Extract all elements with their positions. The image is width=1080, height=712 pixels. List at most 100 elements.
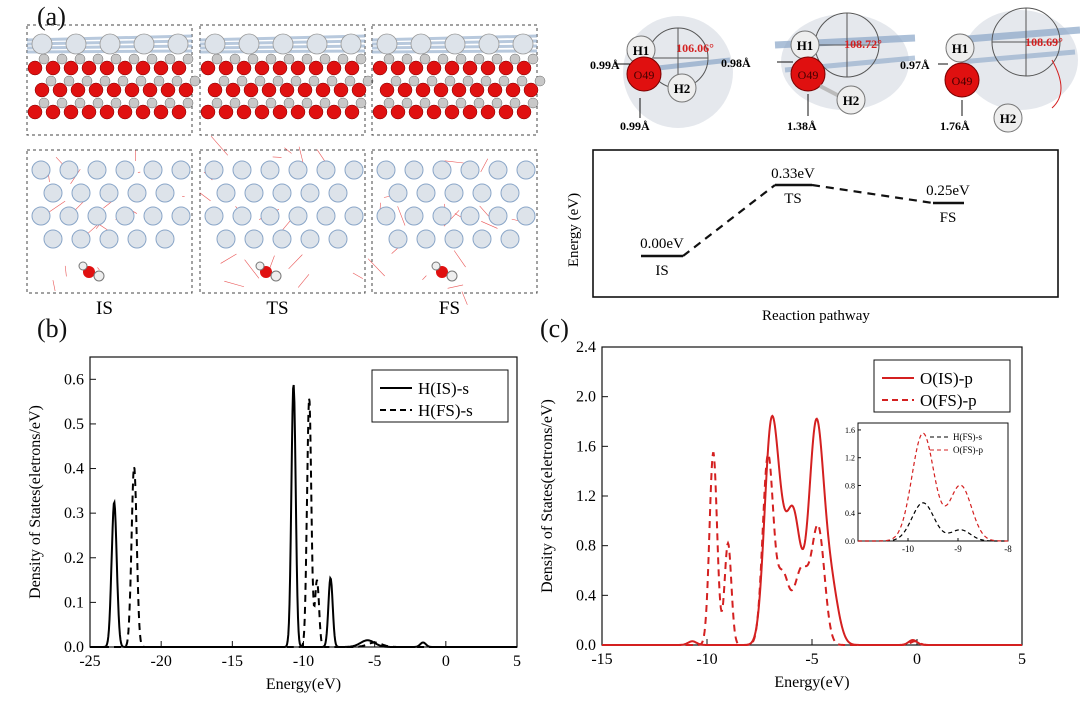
y-tick-label: 0.2 xyxy=(64,550,84,567)
water-hydrogen xyxy=(446,270,458,282)
oxygen-atom xyxy=(218,104,234,120)
structure-is: IS xyxy=(26,24,201,319)
cation-atom xyxy=(455,53,467,65)
oxygen-atom xyxy=(81,104,97,120)
oxygen-atom xyxy=(408,104,424,120)
x-axis-label: Energy(eV) xyxy=(266,676,341,693)
surface-atom xyxy=(300,229,320,249)
inset-series-line-2 xyxy=(858,432,1008,542)
surface-atom xyxy=(133,33,155,55)
oxygen-atom xyxy=(45,104,61,120)
inset-y-tick-label: 0.8 xyxy=(845,481,855,490)
cation-atom xyxy=(509,97,521,109)
energy-profile: Energy (eV) Reaction pathway 0.00eV IS 0… xyxy=(566,149,1059,324)
legend-label: O(IS)-p xyxy=(920,369,973,388)
lattice-bond xyxy=(137,171,141,173)
y-tick-label: 0.5 xyxy=(64,416,84,433)
cation-atom xyxy=(211,53,223,65)
oxygen-atom xyxy=(523,82,539,98)
cation-atom xyxy=(283,97,295,109)
panel-label-a: (a) xyxy=(37,2,66,31)
surface-atom xyxy=(272,183,292,203)
surface-atom xyxy=(472,229,492,249)
cation-atom xyxy=(301,53,313,65)
oxygen-atom xyxy=(27,104,43,120)
surface-atom xyxy=(115,160,135,180)
surface-atom xyxy=(31,160,51,180)
oxygen-atom xyxy=(426,60,442,76)
cation-atom xyxy=(362,75,374,87)
h2-atom xyxy=(993,103,1023,133)
oxygen-atom xyxy=(261,82,277,98)
side-view-frame xyxy=(26,24,193,136)
structure-label-is: IS xyxy=(96,298,113,319)
lattice-bond xyxy=(298,146,304,163)
h1-atom xyxy=(945,33,975,63)
cation-atom xyxy=(419,53,431,65)
h2-distance: 1.38Å xyxy=(787,119,817,133)
cation-atom xyxy=(229,97,241,109)
oxygen-atom xyxy=(272,60,288,76)
oxygen-atom xyxy=(372,60,388,76)
geometry-fs: H1 O49 H2 108.69° 0.97Å 1.76Å xyxy=(900,7,1080,133)
surface-atom xyxy=(460,160,480,180)
x-tick-label: -5 xyxy=(805,651,818,668)
cation-atom xyxy=(117,75,129,87)
oxygen-atom xyxy=(498,104,514,120)
lattice-bond xyxy=(224,280,245,288)
cation-atom xyxy=(146,97,158,109)
series-line-1 xyxy=(602,414,1022,646)
cation-atom xyxy=(383,97,395,109)
cation-atom xyxy=(527,53,539,65)
dos-chart-h-s: -25 -20 -15 -10 -5 0 5 0.0 0.1 0.2 0.3 0.4 0.5 0.6 Ene… xyxy=(27,356,521,693)
surface-atom xyxy=(410,33,432,55)
cation-atom xyxy=(182,53,194,65)
oxygen-atom xyxy=(351,82,367,98)
cation-atom xyxy=(74,53,86,65)
oxygen-atom xyxy=(516,104,532,120)
cation-atom xyxy=(265,53,277,65)
oxygen-atom xyxy=(99,104,115,120)
y-tick-label: 0.0 xyxy=(576,637,596,654)
surface-atom xyxy=(127,229,147,249)
surface-atom xyxy=(444,229,464,249)
surface-atom xyxy=(376,206,396,226)
surface-atom xyxy=(288,160,308,180)
oxygen-atom xyxy=(106,82,122,98)
h1-distance: 0.98Å xyxy=(721,56,751,70)
h1-label: H1 xyxy=(633,43,650,58)
surface-atom xyxy=(328,183,348,203)
oxygen-atom xyxy=(326,60,342,76)
surface-atom xyxy=(328,229,348,249)
y-tick-label: 0.1 xyxy=(64,594,84,611)
oxygen-atom xyxy=(63,104,79,120)
oxygen-atom xyxy=(315,82,331,98)
energy-axis-label: Energy (eV) xyxy=(566,193,582,267)
inset-x-tick-label: -10 xyxy=(902,544,914,554)
inset-y-tick-label: 0.4 xyxy=(845,509,855,518)
inset-frame xyxy=(857,422,1009,542)
surface-atom xyxy=(59,206,79,226)
oxygen-atom xyxy=(390,60,406,76)
cation-atom xyxy=(110,97,122,109)
surface-atom xyxy=(115,206,135,226)
cation-atom xyxy=(401,97,413,109)
oxygen-atom xyxy=(480,60,496,76)
cation-atom xyxy=(462,75,474,87)
oxygen-atom xyxy=(297,82,313,98)
lattice-bond xyxy=(453,250,466,268)
cation-atom xyxy=(534,75,546,87)
surface-atom xyxy=(340,33,362,55)
surface-atom xyxy=(472,183,492,203)
oxygen-atom xyxy=(142,82,158,98)
surface-atom xyxy=(306,33,328,55)
oxygen-atom xyxy=(135,104,151,120)
oxygen-atom xyxy=(52,82,68,98)
lattice-bond xyxy=(46,200,66,214)
water-geometry-insets: H1 O49 H2 106.06° 0.99Å 0.99Å H1 O49 H2 … xyxy=(590,7,1080,133)
oxygen-atom xyxy=(135,60,151,76)
oxygen-atom xyxy=(451,82,467,98)
oxygen-atom xyxy=(333,82,349,98)
structure-ts: TS xyxy=(199,24,374,319)
cation-atom xyxy=(135,75,147,87)
